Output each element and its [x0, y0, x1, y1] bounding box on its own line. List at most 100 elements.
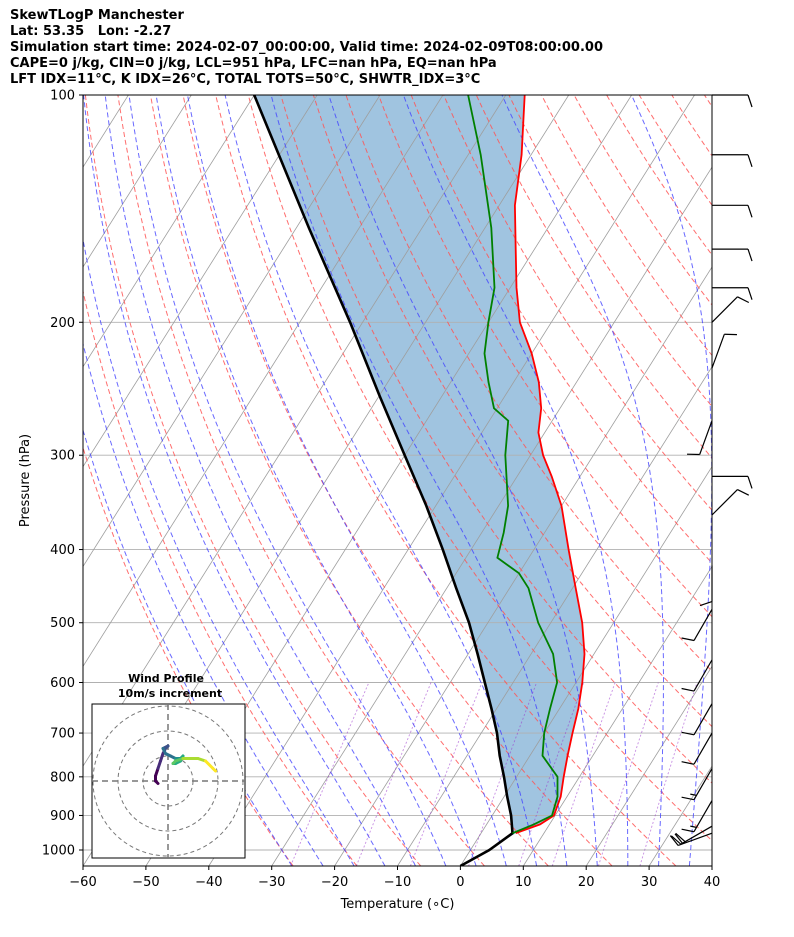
- isotherm: [83, 95, 192, 268]
- y-tick-label: 600: [50, 676, 75, 691]
- indices-line-2: LFT IDX=11°C, K IDX=26°C, TOTAL TOTS=50°…: [10, 72, 481, 87]
- barb-shaft: [711, 296, 738, 323]
- x-axis-label: Temperature (∘C): [340, 897, 455, 912]
- x-tick-label: 10: [515, 875, 532, 890]
- isotherm: [334, 266, 712, 866]
- y-tick-label: 700: [50, 727, 75, 742]
- wind-barb: [681, 703, 713, 736]
- dry-adiabat: [117, 95, 485, 866]
- dry-adiabat: [737, 95, 794, 866]
- wind-barb: [711, 333, 737, 369]
- location-line: Lat: 53.35 Lon: -2.27: [10, 24, 172, 39]
- dry-adiabat: [182, 95, 613, 866]
- barb-shaft: [693, 703, 713, 736]
- barb-half-flag: [690, 825, 697, 828]
- moist-adiabat: [328, 95, 598, 866]
- dry-adiabat: [83, 288, 358, 866]
- time-line: Simulation start time: 2024-02-07_00:00:…: [10, 40, 603, 55]
- wind-barb: [712, 204, 753, 218]
- indices-line-1: CAPE=0 j/kg, CIN=0 j/kg, LCL=951 hPa, LF…: [10, 56, 497, 71]
- y-tick-label: 500: [50, 616, 75, 631]
- barb-flag: [747, 248, 753, 262]
- moist-adiabat: [270, 95, 568, 866]
- wind-barb: [681, 609, 713, 642]
- x-tick-label: −60: [69, 875, 96, 890]
- wind-barb: [669, 832, 713, 847]
- barb-flag: [681, 637, 695, 642]
- moist-adiabat: [128, 95, 447, 866]
- dry-adiabat: [770, 95, 794, 866]
- isotherm: [0, 95, 3, 866]
- wind-barb: [670, 825, 713, 845]
- hodograph-plot: [92, 704, 245, 858]
- barb-shaft: [693, 732, 713, 765]
- dry-adiabat: [215, 95, 677, 866]
- wind-barb: [681, 732, 713, 765]
- wind-barb: [712, 248, 753, 262]
- barb-shaft: [680, 825, 713, 845]
- barb-flag: [747, 476, 753, 489]
- barb-shaft: [677, 832, 713, 847]
- y-tick-label: 200: [50, 316, 75, 331]
- moist-adiabat: [224, 95, 538, 866]
- x-tick-label: 40: [704, 875, 721, 890]
- hodograph-title: Wind Profile: [128, 672, 204, 685]
- dry-adiabat: [83, 446, 294, 866]
- moist-adiabat: [83, 428, 293, 866]
- isotherm: [83, 95, 381, 568]
- moist-adiabat: [83, 341, 324, 866]
- temperature-line: [513, 95, 586, 835]
- wind-barb: [712, 94, 753, 108]
- isotherm: [208, 95, 695, 866]
- mixing-ratio-line: [409, 682, 483, 866]
- barb-flag: [737, 489, 750, 496]
- profiles-layer: [252, 95, 586, 866]
- isotherm: [711, 865, 712, 866]
- moist-adiabat: [83, 236, 355, 866]
- dry-adiabat: [573, 95, 712, 306]
- cape-shading: [254, 95, 585, 866]
- dry-adiabat: [280, 95, 712, 784]
- x-tick-label: −10: [384, 875, 411, 890]
- moist-adiabat: [104, 95, 416, 866]
- isotherm: [83, 95, 255, 368]
- cape-fill-layer: [254, 95, 585, 866]
- dry-adiabat: [312, 95, 712, 728]
- barb-flag: [681, 796, 695, 801]
- isotherm: [460, 465, 712, 866]
- wind-barb: [681, 800, 713, 833]
- hodograph-trace-segment: [211, 767, 217, 773]
- isotherm: [648, 765, 712, 866]
- barb-shaft: [711, 334, 725, 369]
- isotherm: [271, 166, 712, 866]
- barb-flag: [675, 832, 686, 843]
- mixing-ratio-line: [355, 682, 432, 866]
- header: SkewTLogP Manchester Lat: 53.35 Lon: -2.…: [10, 8, 603, 88]
- wind-barb: [681, 768, 713, 801]
- x-tick-label: −50: [132, 875, 159, 890]
- y-tick-label: 100: [50, 89, 75, 104]
- wind-barb: [711, 296, 750, 323]
- barb-flag: [737, 296, 750, 304]
- barb-flag: [669, 835, 679, 846]
- chart-title: SkewTLogP Manchester: [10, 8, 184, 23]
- dry-adiabat: [150, 95, 549, 866]
- barb-shaft: [693, 609, 713, 641]
- moist-adiabat: [83, 95, 386, 866]
- isotherm: [522, 565, 712, 866]
- wind-barb: [699, 565, 713, 607]
- dry-adiabat: [247, 95, 712, 842]
- dry-adiabat: [541, 95, 712, 357]
- x-tick-label: −40: [195, 875, 222, 890]
- hodograph-trace-segment: [204, 759, 215, 770]
- barb-flag: [747, 94, 753, 108]
- hodograph-subtitle: 10m/s increment: [118, 687, 222, 700]
- x-tick-label: 20: [578, 875, 595, 890]
- barb-shaft: [711, 489, 738, 516]
- isotherm: [83, 95, 318, 468]
- wind-barbs-layer: [669, 94, 753, 847]
- parcel-profile-line: [252, 95, 514, 866]
- wind-barb: [712, 475, 753, 489]
- barb-flag: [747, 205, 753, 218]
- moist-adiabat: [155, 95, 477, 866]
